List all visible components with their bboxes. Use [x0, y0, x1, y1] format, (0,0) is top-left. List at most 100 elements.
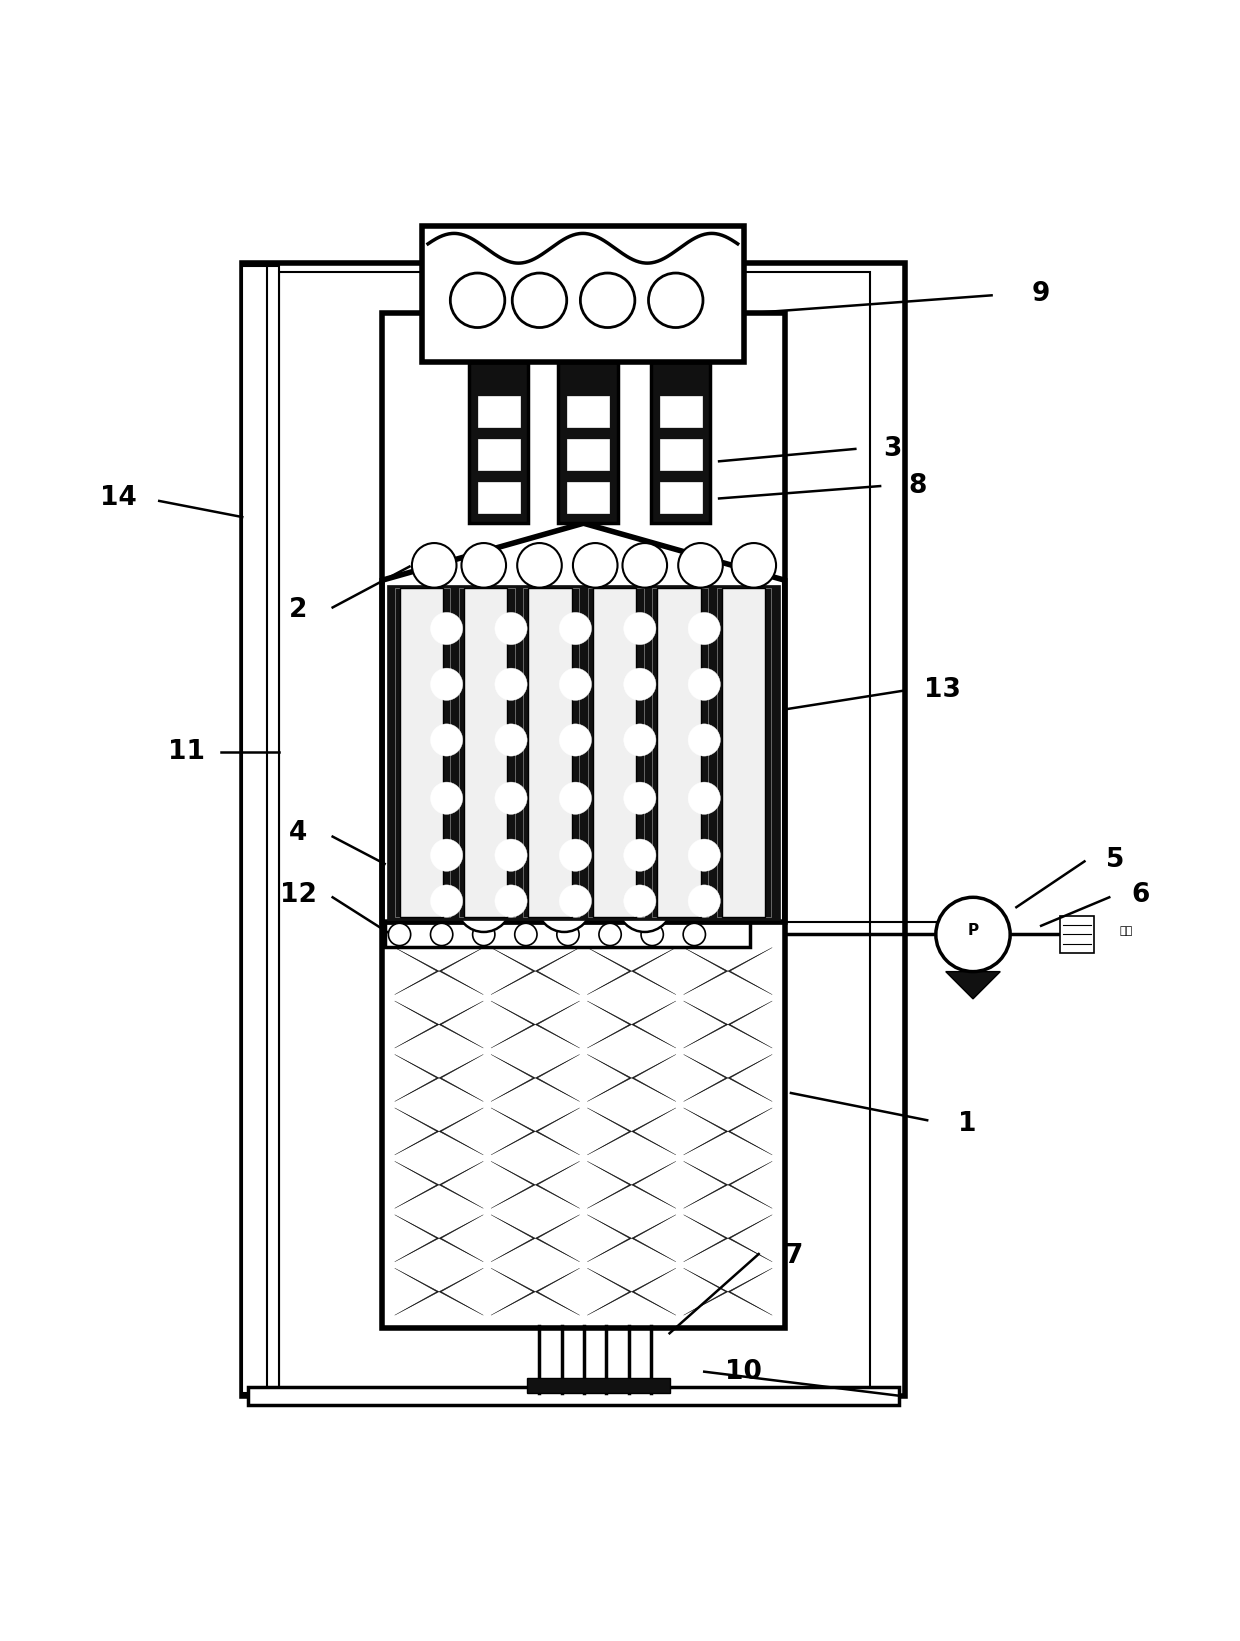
Text: 12: 12 — [279, 881, 316, 907]
Bar — [1060, 916, 1095, 953]
Circle shape — [618, 878, 672, 932]
Polygon shape — [394, 1055, 439, 1101]
Circle shape — [624, 884, 656, 917]
Bar — [722, 587, 765, 917]
Polygon shape — [536, 1162, 579, 1208]
Circle shape — [456, 878, 511, 932]
Polygon shape — [946, 971, 1001, 999]
Circle shape — [688, 884, 720, 917]
Polygon shape — [536, 1214, 579, 1262]
Bar — [528, 587, 572, 917]
Circle shape — [936, 898, 1011, 971]
Text: 14: 14 — [100, 486, 136, 512]
Circle shape — [517, 543, 562, 587]
Circle shape — [515, 924, 537, 945]
Bar — [717, 587, 740, 917]
Text: 5: 5 — [1106, 847, 1125, 873]
Polygon shape — [588, 1055, 631, 1101]
Polygon shape — [683, 1268, 728, 1314]
Polygon shape — [491, 1108, 536, 1155]
Circle shape — [624, 724, 656, 757]
Circle shape — [430, 783, 463, 814]
Bar — [567, 395, 609, 427]
Bar — [394, 587, 418, 917]
Polygon shape — [536, 1055, 579, 1101]
Text: 3: 3 — [883, 437, 901, 461]
Circle shape — [599, 924, 621, 945]
Circle shape — [388, 924, 410, 945]
Polygon shape — [588, 1162, 631, 1208]
Polygon shape — [439, 1001, 484, 1049]
Polygon shape — [491, 1001, 536, 1049]
Polygon shape — [536, 1001, 579, 1049]
Polygon shape — [394, 1001, 439, 1049]
Bar — [558, 363, 618, 523]
Circle shape — [688, 668, 720, 701]
Polygon shape — [491, 1214, 536, 1262]
Circle shape — [559, 612, 591, 645]
Text: 7: 7 — [784, 1244, 802, 1270]
Bar — [491, 587, 515, 917]
Circle shape — [495, 724, 527, 757]
Bar — [477, 482, 520, 514]
Circle shape — [688, 724, 720, 757]
Circle shape — [559, 839, 591, 871]
Polygon shape — [631, 1055, 676, 1101]
Circle shape — [495, 668, 527, 701]
Polygon shape — [491, 1268, 536, 1314]
Text: 1: 1 — [957, 1111, 976, 1137]
Circle shape — [622, 543, 667, 587]
Polygon shape — [394, 1214, 439, 1262]
Polygon shape — [728, 947, 773, 994]
Polygon shape — [394, 1162, 439, 1208]
Polygon shape — [536, 1108, 579, 1155]
Bar — [748, 587, 771, 917]
Circle shape — [495, 884, 527, 917]
Circle shape — [557, 924, 579, 945]
Polygon shape — [588, 1268, 631, 1314]
Bar — [652, 587, 676, 917]
Polygon shape — [728, 1214, 773, 1262]
Polygon shape — [683, 1108, 728, 1155]
Circle shape — [430, 612, 463, 645]
Polygon shape — [631, 1162, 676, 1208]
Circle shape — [461, 543, 506, 587]
Polygon shape — [728, 1162, 773, 1208]
Circle shape — [624, 668, 656, 701]
Polygon shape — [588, 947, 631, 994]
Circle shape — [412, 543, 456, 587]
Bar — [556, 587, 579, 917]
Circle shape — [678, 543, 723, 587]
Polygon shape — [683, 1214, 728, 1262]
Circle shape — [495, 612, 527, 645]
Circle shape — [688, 612, 720, 645]
Circle shape — [430, 668, 463, 701]
Polygon shape — [588, 1108, 631, 1155]
Circle shape — [450, 272, 505, 328]
Circle shape — [537, 878, 591, 932]
Polygon shape — [631, 1268, 676, 1314]
Bar — [242, 266, 279, 1393]
Polygon shape — [728, 1268, 773, 1314]
Polygon shape — [536, 1268, 579, 1314]
Bar — [248, 1387, 899, 1405]
Circle shape — [559, 668, 591, 701]
Polygon shape — [439, 947, 484, 994]
Bar — [399, 587, 443, 917]
Bar — [651, 363, 711, 523]
Circle shape — [688, 783, 720, 814]
Bar — [464, 587, 507, 917]
Polygon shape — [728, 1055, 773, 1101]
Polygon shape — [394, 1268, 439, 1314]
Text: 9: 9 — [1032, 281, 1050, 307]
Text: 4: 4 — [289, 820, 308, 845]
Bar — [567, 440, 609, 469]
Polygon shape — [631, 947, 676, 994]
Circle shape — [430, 884, 463, 917]
Polygon shape — [394, 1108, 439, 1155]
Polygon shape — [631, 1108, 676, 1155]
Bar — [527, 1378, 670, 1393]
Circle shape — [430, 924, 453, 945]
Polygon shape — [631, 1214, 676, 1262]
Circle shape — [683, 924, 706, 945]
